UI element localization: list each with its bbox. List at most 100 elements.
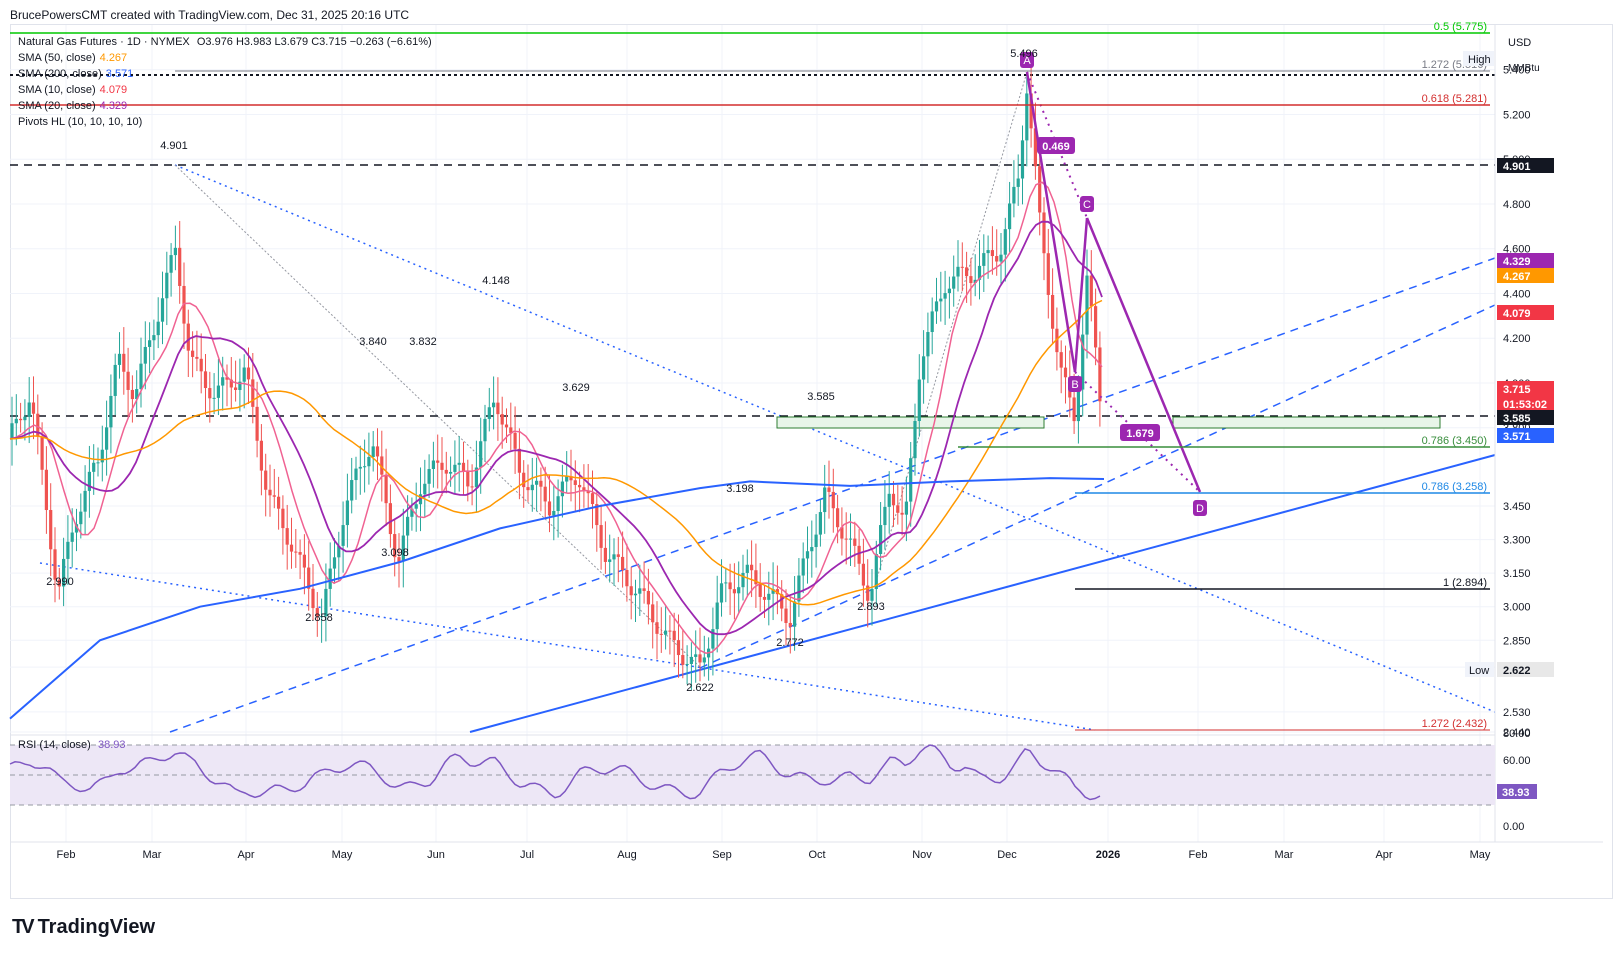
candle [427, 454, 431, 499]
candle-body [259, 440, 263, 471]
channel-dashed-lower [699, 304, 1496, 669]
candle-body [823, 487, 827, 513]
candle [350, 457, 354, 514]
candle-body [702, 657, 706, 663]
candle-body [40, 436, 44, 470]
candle-body [156, 321, 160, 336]
candle-body [53, 549, 57, 580]
candle [801, 542, 805, 594]
moving-averages [9, 181, 1105, 720]
candle-body [1081, 334, 1085, 390]
candle [66, 515, 70, 586]
legend-sma10[interactable]: SMA (10, close) 4.079 [18, 82, 127, 98]
legend-sma10-label: SMA (10, close) [18, 84, 96, 96]
pattern-point-b-badge [1068, 376, 1082, 392]
pivot-label: 3.585 [807, 391, 835, 403]
candle [264, 453, 268, 517]
price-badge: 3.715 [1503, 384, 1531, 396]
pivot-label: 4.148 [482, 275, 510, 287]
candle [788, 596, 792, 654]
candle [831, 468, 835, 533]
price-tick: 2.850 [1503, 635, 1531, 647]
candle [487, 387, 491, 432]
candle [212, 373, 216, 415]
candle [694, 630, 698, 683]
price-tick: 4.800 [1503, 199, 1531, 211]
legend-symbol[interactable]: Natural Gas Futures · 1D · NYMEX O3.976 … [18, 34, 432, 50]
candle [1094, 288, 1098, 366]
candle [698, 627, 702, 682]
legend-sma20-value: 4.329 [99, 100, 128, 112]
candle [225, 364, 229, 407]
candle [354, 456, 358, 500]
candle-body [337, 545, 341, 558]
candle [31, 376, 36, 440]
candle-body [92, 462, 96, 472]
fib-label: 0.5 (5.775) [1434, 21, 1487, 33]
candle [707, 637, 711, 681]
candle [685, 645, 689, 685]
sma50-line [9, 299, 1103, 606]
candle-body [797, 575, 801, 602]
candle [586, 463, 590, 510]
pattern-leg-ab [1025, 71, 1077, 373]
candle [857, 529, 861, 576]
candle [573, 460, 577, 512]
candle [1003, 217, 1007, 282]
candle [27, 377, 31, 444]
fib-label: 1 (2.894) [1443, 577, 1487, 589]
pivot-label: 2.858 [305, 612, 333, 624]
candle-body [307, 567, 311, 589]
legend-sma50[interactable]: SMA (50, close) 4.267 [18, 50, 127, 66]
candle-body [423, 483, 427, 495]
rsi-line [9, 744, 1101, 801]
candle-body [831, 491, 835, 509]
price-badge: 4.267 [1503, 271, 1531, 283]
candle [307, 541, 311, 611]
candle-body [595, 504, 599, 526]
candle-body [160, 298, 165, 322]
candle [1081, 315, 1085, 417]
legend-sma50-value: 4.267 [99, 52, 128, 64]
tradingview-logo[interactable]: TV TradingView [12, 916, 155, 939]
candle-body [990, 250, 994, 257]
candle [92, 444, 96, 495]
chart-frame[interactable] [10, 24, 1613, 899]
candle [625, 543, 629, 602]
candle [509, 402, 513, 451]
candle-body [543, 486, 547, 502]
candle-body [556, 496, 560, 511]
candle-body [363, 466, 367, 468]
candle-body [1098, 347, 1102, 402]
candle [823, 464, 827, 534]
price-tick: 2.440 [1503, 727, 1531, 739]
price-axis-unit: MMBtu [1508, 63, 1540, 74]
candle-body [483, 418, 487, 442]
candle [973, 254, 977, 297]
candle [221, 356, 225, 411]
price-badge-bg [1497, 662, 1554, 677]
price-badge: 4.079 [1503, 308, 1531, 320]
candle-body [358, 466, 362, 469]
candle-body [904, 501, 908, 515]
pivot-label: 2.772 [776, 637, 804, 649]
pattern-point-d-badge [1193, 500, 1207, 516]
price-badge-bg [1497, 268, 1554, 283]
candle [165, 251, 169, 326]
candle [711, 607, 715, 676]
candle [431, 441, 435, 488]
legend-pivots[interactable]: Pivots HL (10, 10, 10, 10) [18, 114, 142, 130]
legend-sma20[interactable]: SMA (20, close) 4.329 [18, 98, 127, 114]
rsi-value-badge-text: 38.93 [1502, 787, 1530, 799]
candle-body [457, 462, 461, 465]
candle-body [31, 402, 36, 414]
candle-body [57, 579, 61, 587]
candle-body [66, 541, 70, 559]
candle [289, 517, 294, 569]
time-label: Jun [427, 849, 445, 861]
legend-sma200[interactable]: SMA (200, close) 3.571 [18, 66, 133, 82]
candle [105, 400, 109, 476]
candle-body [711, 629, 715, 649]
candle [616, 536, 620, 583]
